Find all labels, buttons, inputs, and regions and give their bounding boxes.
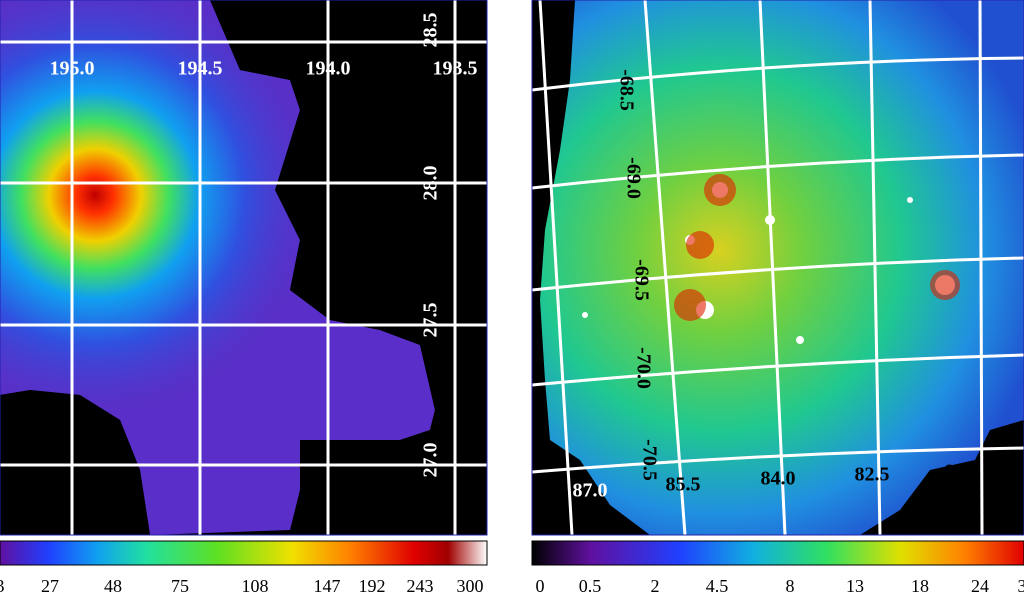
ra-label: 194.0 [306,58,351,80]
dec-label: -70.0 [632,347,654,389]
right-colorbar [531,540,1024,566]
colorbar-label: 2 [651,576,660,596]
colorbar-label: 24 [971,576,989,596]
ra-label: 81.0 [945,461,980,483]
colorbar-label: 108 [242,576,269,596]
dec-label: -70.5 [638,439,660,481]
colorbar-label: 147 [314,576,341,596]
colorbar-label: 3 [0,576,5,596]
colorbar-label: 27 [41,576,59,596]
ra-label: 194.5 [178,58,223,80]
colorbar-label: 192 [359,576,386,596]
ra-label: 85.5 [666,474,701,496]
dec-label: 27.5 [420,303,442,338]
colorbar-label: 48 [104,576,122,596]
ra-label: 84.0 [761,468,796,490]
colorbar-label: 243 [407,576,434,596]
dec-label: -69.0 [622,157,644,199]
colorbar-label: 300 [457,576,484,596]
colorbar-label: 13 [846,576,864,596]
dec-label: -69.5 [630,259,652,301]
dec-label: 27.0 [420,443,442,478]
colorbar-label: 0.5 [579,576,602,596]
dec-label: 28.5 [420,13,442,48]
colorbar-label: 0 [536,576,545,596]
colorbar-label: 3 [1018,576,1024,596]
ra-label: 87.0 [573,480,608,502]
left-image [0,0,488,536]
colorbar-label: 4.5 [706,576,729,596]
colorbar-label: 8 [786,576,795,596]
ra-label: 82.5 [855,464,890,486]
ra-label: 193.5 [433,58,478,80]
dec-label: -68.5 [615,69,637,111]
colorbar-label: 75 [171,576,189,596]
dec-label: 28.0 [420,166,442,201]
ra-label: 195.0 [50,58,95,80]
left-colorbar [0,540,488,566]
right-image [531,0,1024,536]
colorbar-label: 18 [911,576,929,596]
